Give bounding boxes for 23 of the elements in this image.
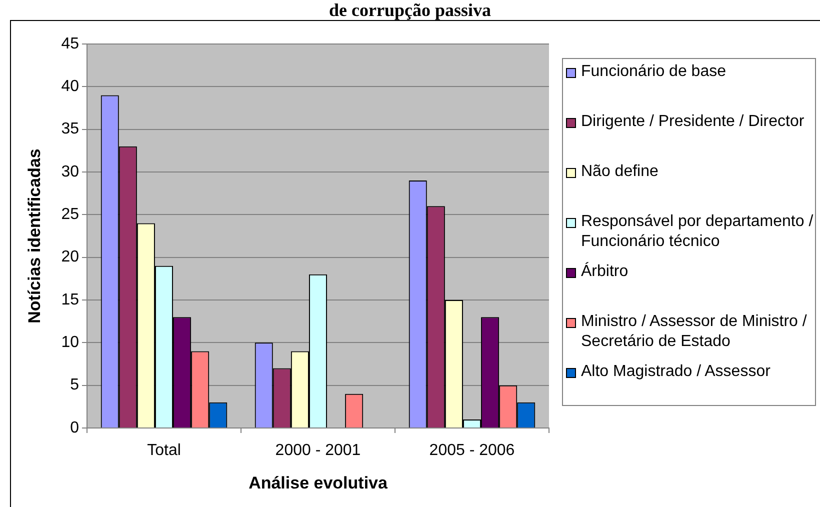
y-tick-label: 20	[61, 248, 80, 266]
y-tick-label: 40	[61, 78, 80, 96]
legend-label: Árbitro	[581, 262, 628, 282]
legend-label: Funcionário de base	[581, 62, 726, 82]
y-tick-label: 35	[61, 120, 80, 138]
x-tick-label: Total	[147, 442, 181, 460]
y-tick-label: 15	[61, 291, 80, 308]
legend-label: Ministro / Assessor de Ministro / Secretário de Estado	[581, 312, 808, 352]
x-tick-label: 2000 - 2001	[275, 442, 361, 460]
y-tick-label: 5	[70, 376, 80, 394]
chart-title: de corrupção passiva	[328, 0, 492, 20]
y-tick-label: 25	[61, 206, 80, 224]
y-tick-label: 30	[61, 163, 80, 180]
y-tick-label: 45	[61, 35, 80, 52]
y-axis-title: Notícias identificadas	[24, 148, 44, 324]
x-tick-label: 2005 - 2006	[429, 442, 515, 460]
legend-label: Alto Magistrado / Assessor	[581, 362, 770, 382]
y-tick-label: 0	[70, 419, 80, 436]
legend-label: Responsável por departamento / Funcionário técnico	[581, 212, 814, 252]
x-axis-title: Análise evolutiva	[248, 473, 388, 492]
y-tick-label: 10	[61, 334, 80, 352]
legend-label: Não define	[581, 162, 658, 182]
legend-label: Dirigente / Presidente / Director	[581, 112, 804, 132]
